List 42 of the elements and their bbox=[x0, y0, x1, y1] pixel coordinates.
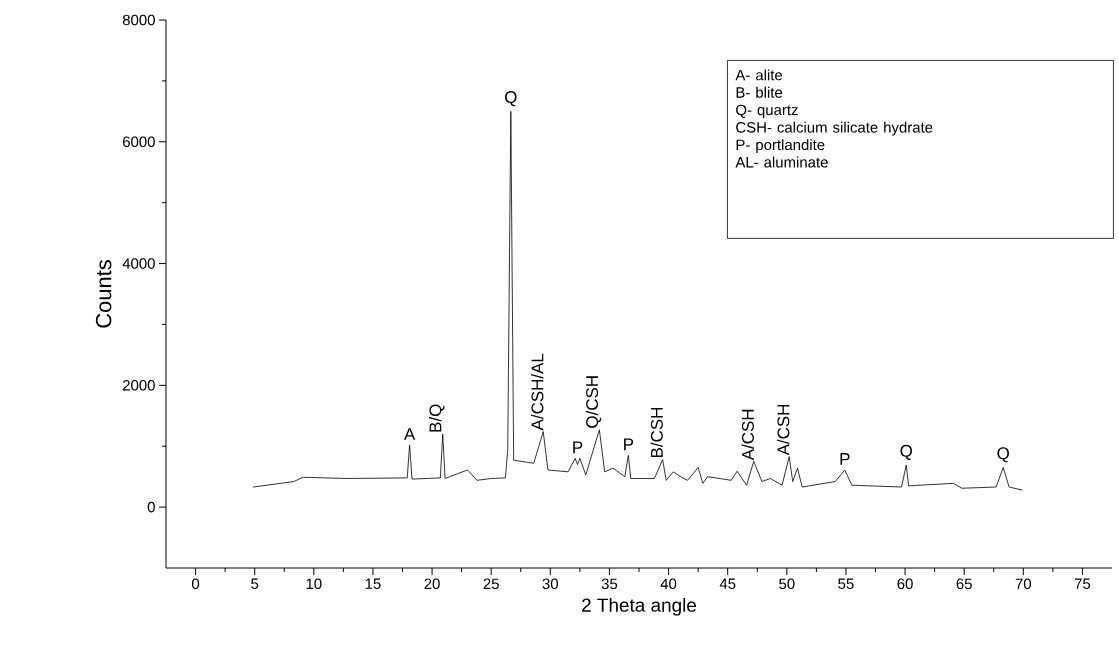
x-tick-label: 10 bbox=[306, 578, 322, 590]
x-tick-label: 60 bbox=[897, 578, 913, 590]
x-tick-label: 0 bbox=[191, 578, 200, 590]
x-axis-title: 2 Theta angle bbox=[582, 597, 697, 616]
x-tick-label: 20 bbox=[424, 578, 440, 590]
x-tick-label: 25 bbox=[483, 578, 499, 590]
y-tick-label: 2000 bbox=[122, 380, 155, 391]
y-tick-label: 4000 bbox=[122, 258, 155, 269]
y-axis-title: Counts bbox=[95, 260, 112, 328]
annotation: Q/CSH bbox=[585, 376, 602, 428]
y-tick-label: 0 bbox=[147, 501, 155, 513]
x-tick-label: 75 bbox=[1074, 578, 1091, 589]
x-tick-label: 45 bbox=[719, 578, 736, 589]
x-tick-label: 50 bbox=[779, 578, 795, 590]
annotation: A/CSH bbox=[741, 409, 754, 461]
annotation: Q bbox=[900, 444, 913, 460]
x-tick-label: 40 bbox=[660, 578, 677, 590]
y-tick-label: 8000 bbox=[122, 14, 155, 26]
annotation: P bbox=[624, 438, 634, 451]
annotation: CSH- calcium silicate hydrate bbox=[736, 121, 933, 136]
annotation: P bbox=[573, 441, 583, 454]
x-tick-label: 35 bbox=[601, 578, 618, 590]
annotation: B- blite bbox=[736, 86, 783, 98]
annotation: A/CSH/AL bbox=[531, 353, 544, 431]
annotation: A bbox=[403, 428, 416, 440]
y-tick-label: 6000 bbox=[123, 136, 155, 148]
x-tick-label: 70 bbox=[1015, 578, 1032, 590]
annotation: Q- quartz bbox=[736, 104, 798, 119]
annotation: A/CSH bbox=[776, 405, 790, 456]
annotation: B/Q bbox=[428, 404, 445, 432]
annotation: Q bbox=[997, 447, 1009, 463]
annotation: P bbox=[840, 453, 850, 465]
x-tick-label: 15 bbox=[365, 578, 381, 589]
x-tick-label: 55 bbox=[838, 578, 854, 589]
x-tick-label: 5 bbox=[251, 578, 259, 589]
annotation: Q bbox=[505, 91, 517, 107]
annotation: AL- aluminate bbox=[735, 156, 828, 168]
annotation: B/CSH bbox=[650, 408, 663, 458]
x-tick-label: 65 bbox=[956, 578, 972, 590]
annotation: A- alite bbox=[735, 69, 783, 81]
annotation: P- portlandite bbox=[736, 139, 825, 154]
x-tick-label: 30 bbox=[542, 578, 559, 590]
